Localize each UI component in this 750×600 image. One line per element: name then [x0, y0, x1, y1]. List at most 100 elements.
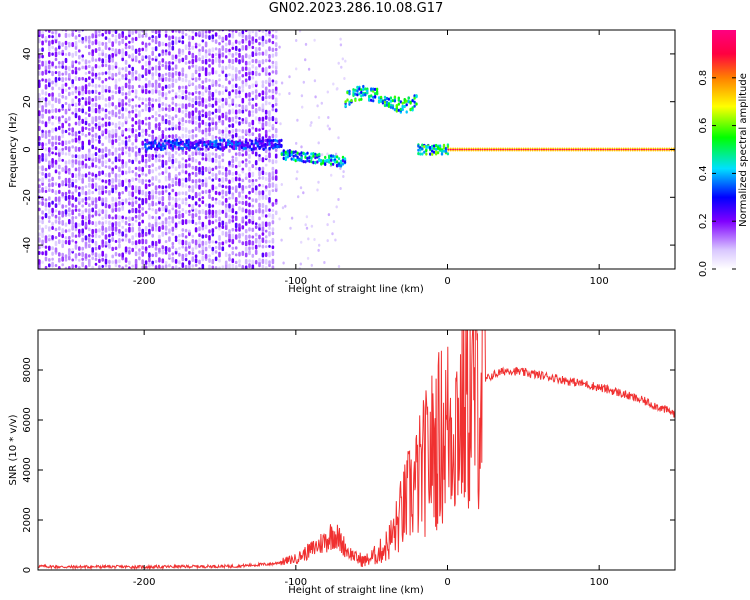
spectrogram-cell [91, 97, 94, 102]
spectrogram-cell [124, 136, 128, 140]
spectrogram-cell [134, 185, 138, 191]
spectrogram-cell [54, 34, 58, 40]
spectrogram-cell [164, 264, 168, 269]
spectrogram-cell [184, 240, 188, 246]
spectrogram-cell [64, 52, 68, 56]
spectrogram-cell [164, 189, 168, 193]
spectrogram-cell [191, 234, 195, 238]
spectrogram-cell [94, 89, 98, 95]
spectrogram-cell [138, 214, 141, 220]
spectrogram-cell [168, 172, 171, 179]
spectrogram-cell [114, 61, 118, 66]
spectrogram-cell [114, 251, 118, 257]
spectrogram-cell [74, 173, 78, 179]
spectrogram-cell [178, 246, 181, 250]
spectrogram-cell [104, 84, 108, 90]
spectrogram-cell [144, 231, 148, 237]
spectrogram-cell [121, 31, 124, 35]
spectrogram-cell [41, 157, 44, 162]
spectrogram-cell [88, 208, 91, 215]
spectrogram-cell [191, 165, 195, 170]
spectrogram-cell [101, 216, 104, 221]
spectrogram-cell [174, 191, 178, 197]
spectrogram-cell [68, 132, 71, 136]
spectrogram-cell [128, 260, 131, 265]
spectrogram-cell [61, 60, 64, 66]
spectrogram-cell [118, 259, 121, 264]
spectrogram-cell [131, 264, 134, 268]
spectrogram-cell [131, 185, 134, 191]
spectrogram-cell [64, 101, 68, 106]
spectrogram-cell [141, 140, 144, 146]
spectrogram-cell [68, 239, 71, 246]
spectrogram-cell [111, 90, 114, 94]
spectrogram-cell [138, 173, 141, 178]
spectrogram-cell [51, 61, 54, 67]
spectrogram-cell [38, 219, 41, 224]
spectrogram-cell [108, 150, 111, 156]
spectrogram-cell [44, 265, 48, 269]
spectrogram-cell [164, 231, 168, 236]
spectrogram-cell [54, 57, 58, 62]
spectrogram-cell [91, 89, 94, 94]
spectrogram-cell [128, 64, 131, 69]
spectrogram-cell [111, 41, 114, 48]
spectrogram-cell [158, 158, 161, 163]
spectrogram-cell [54, 30, 58, 35]
spectrogram-cell [148, 228, 151, 235]
spectrogram-cell [81, 210, 84, 215]
spectrogram-cell [51, 45, 54, 50]
spectrogram-cell [168, 90, 171, 94]
spectrogram-cell [141, 119, 144, 125]
spectrogram-cell [124, 237, 128, 242]
spectrogram-cell [118, 97, 121, 103]
spectrogram-cell [48, 226, 51, 232]
spectrogram-cell [114, 122, 118, 129]
spectrogram-cell [54, 196, 58, 202]
spectrogram-cell [121, 53, 124, 58]
spectrogram-cell [64, 240, 68, 245]
spectrogram-cell [134, 200, 138, 205]
spectrogram-cell [104, 203, 108, 209]
spectrogram-cell [108, 37, 111, 44]
spectrogram-cell [188, 41, 191, 48]
spectrogram-cell [194, 258, 198, 264]
spectrogram-cell [151, 169, 154, 174]
spectrogram-cell [51, 226, 54, 230]
spectrogram-cell [54, 227, 58, 232]
spectrogram-cell [104, 58, 108, 64]
spectrogram-cell [158, 257, 161, 263]
spectrogram-cell [154, 175, 158, 181]
spectrogram-cell [178, 71, 181, 77]
spectrogram-cell [91, 107, 94, 113]
spectrogram-cell [74, 222, 78, 229]
spectrogram-cell [181, 253, 185, 259]
spectrogram-cell [171, 106, 175, 112]
spectrogram-cell [88, 131, 91, 136]
spectrogram-cell [81, 228, 84, 234]
spectrogram-cell [178, 36, 181, 41]
spectrogram-cell [51, 200, 54, 205]
spectrogram-cell [88, 227, 91, 232]
spectrogram-cell [188, 175, 191, 182]
spectrogram-cell [84, 185, 88, 189]
spectrogram-cell [184, 246, 188, 252]
spectrogram-cell [138, 60, 141, 64]
spectrogram-cell [101, 49, 104, 53]
spectrogram-cell [134, 207, 138, 214]
spectrogram-cell [38, 38, 41, 44]
spectrogram-cell [128, 250, 131, 255]
spectrogram-cell [151, 72, 154, 77]
spectrogram-cell [98, 72, 101, 76]
spectrogram-cell [98, 177, 101, 181]
spectrogram-cell [74, 76, 78, 82]
spectrogram-cell [151, 189, 154, 196]
spectrogram-cell [148, 183, 151, 187]
spectrogram-cell [84, 71, 88, 76]
spectrogram-cell [158, 53, 161, 57]
spectrogram-cell [144, 191, 148, 198]
spectrogram-cell [131, 247, 134, 253]
spectrogram-cell [108, 110, 111, 115]
spectrogram-cell [84, 89, 88, 95]
snr-plot-area [37, 329, 676, 571]
